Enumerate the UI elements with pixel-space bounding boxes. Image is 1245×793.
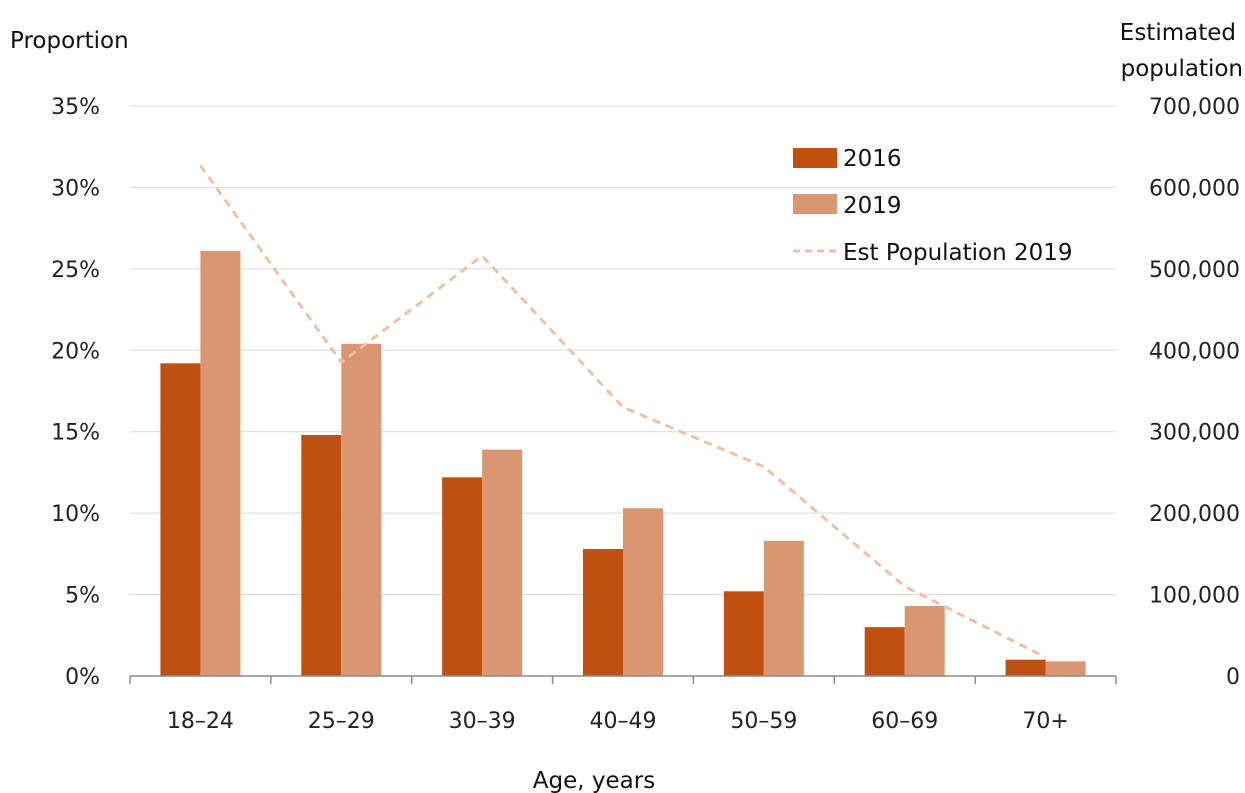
left-axis-ticks: 0% 5% 10% 15% 20% 25% 30% 35% [51, 95, 100, 690]
right-axis-ticks: 0 100,000 200,000 300,000 400,000 500,000 600,… [1149, 95, 1240, 690]
x-tick-label: 50–59 [730, 709, 797, 734]
left-tick-label: 30% [51, 176, 100, 201]
bar-2019 [623, 508, 663, 676]
x-axis-ticks: 18–24 25–29 30–39 40–49 50–59 60–69 70+ [167, 709, 1069, 734]
x-tick-label: 60–69 [871, 709, 938, 734]
right-tick-label: 200,000 [1149, 502, 1240, 527]
bar-2019 [482, 449, 523, 676]
left-tick-label: 5% [65, 584, 100, 609]
population-line-layer [199, 164, 1047, 659]
bar-2016 [301, 434, 342, 676]
right-tick-label: 100,000 [1149, 584, 1240, 609]
bar-2016 [583, 548, 623, 676]
legend-label-2016: 2016 [843, 146, 902, 172]
bar-2016 [864, 627, 905, 676]
x-tick-label: 25–29 [308, 709, 375, 734]
x-tick-label: 40–49 [590, 709, 657, 734]
axes [129, 675, 1117, 684]
bar-2019 [763, 540, 804, 676]
x-tick-label: 18–24 [167, 709, 234, 734]
bar-2016 [1005, 659, 1046, 676]
bar-2016 [160, 363, 201, 676]
left-axis-title: Proportion [10, 28, 129, 54]
right-axis-title-line1: Estimated [1120, 20, 1236, 46]
x-axis-title: Age, years [533, 768, 655, 793]
right-axis-title-line2: population [1121, 56, 1243, 82]
left-tick-label: 35% [51, 95, 100, 120]
legend-label-est-population: Est Population 2019 [843, 240, 1073, 266]
left-tick-label: 25% [51, 258, 100, 283]
legend: 2016 2019 Est Population 2019 [793, 146, 1073, 266]
legend-label-2019: 2019 [843, 193, 902, 219]
right-tick-label: 500,000 [1149, 258, 1240, 283]
legend-swatch-2019 [793, 194, 837, 214]
bar-series [160, 250, 1086, 676]
bar-2016 [723, 591, 764, 676]
left-tick-label: 15% [51, 421, 100, 446]
right-tick-label: 300,000 [1149, 421, 1240, 446]
left-tick-label: 0% [65, 665, 100, 690]
bar-2019 [1045, 661, 1086, 676]
bar-2019 [904, 605, 945, 676]
left-tick-label: 10% [51, 502, 100, 527]
right-tick-label: 400,000 [1149, 339, 1240, 364]
bar-2019 [341, 343, 382, 676]
bar-2019 [200, 250, 241, 676]
right-tick-label: 0 [1226, 665, 1240, 690]
population-line [199, 164, 1047, 659]
right-tick-label: 700,000 [1149, 95, 1240, 120]
bar-2016 [442, 477, 483, 676]
legend-swatch-2016 [793, 148, 837, 168]
x-tick-label: 30–39 [449, 709, 516, 734]
gridlines [130, 105, 1116, 596]
right-tick-label: 600,000 [1149, 176, 1240, 201]
left-tick-label: 20% [51, 339, 100, 364]
x-tick-label: 70+ [1022, 709, 1068, 734]
